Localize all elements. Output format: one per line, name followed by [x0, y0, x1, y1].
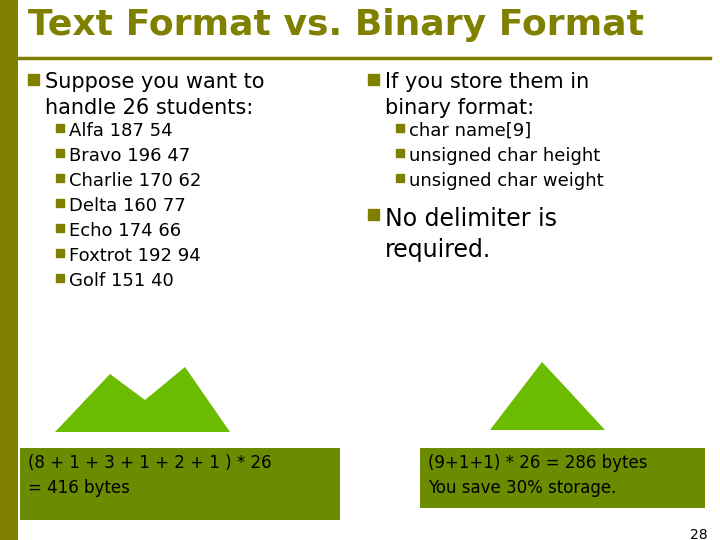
- Bar: [56, 274, 64, 282]
- Text: Text Format vs. Binary Format: Text Format vs. Binary Format: [28, 8, 644, 42]
- Bar: [56, 174, 64, 182]
- Bar: [56, 249, 64, 257]
- Text: unsigned char weight: unsigned char weight: [409, 172, 603, 190]
- Text: Delta 160 77: Delta 160 77: [69, 197, 186, 215]
- Bar: [420, 448, 705, 508]
- Bar: [0, 0, 18, 540]
- Bar: [56, 124, 64, 132]
- Text: Suppose you want to
handle 26 students:: Suppose you want to handle 26 students:: [45, 72, 264, 118]
- Bar: [396, 124, 404, 132]
- Bar: [56, 199, 64, 207]
- Text: Echo 174 66: Echo 174 66: [69, 222, 181, 240]
- Text: Golf 151 40: Golf 151 40: [69, 272, 174, 290]
- Bar: [368, 74, 379, 85]
- Text: char name[9]: char name[9]: [409, 122, 531, 140]
- Text: (8 + 1 + 3 + 1 + 2 + 1 ) * 26
= 416 bytes: (8 + 1 + 3 + 1 + 2 + 1 ) * 26 = 416 byte…: [28, 454, 271, 497]
- Text: 28: 28: [690, 528, 708, 540]
- Text: Foxtrot 192 94: Foxtrot 192 94: [69, 247, 201, 265]
- Text: (9+1+1) * 26 = 286 bytes
You save 30% storage.: (9+1+1) * 26 = 286 bytes You save 30% st…: [428, 454, 647, 497]
- Text: If you store them in
binary format:: If you store them in binary format:: [385, 72, 589, 118]
- Bar: [56, 224, 64, 232]
- Bar: [20, 448, 340, 520]
- Text: Alfa 187 54: Alfa 187 54: [69, 122, 173, 140]
- Bar: [396, 149, 404, 157]
- Bar: [56, 149, 64, 157]
- Text: unsigned char height: unsigned char height: [409, 147, 600, 165]
- Polygon shape: [55, 367, 230, 432]
- Text: No delimiter is
required.: No delimiter is required.: [385, 207, 557, 262]
- Polygon shape: [490, 362, 605, 430]
- Bar: [28, 74, 39, 85]
- Bar: [368, 209, 379, 220]
- Text: Charlie 170 62: Charlie 170 62: [69, 172, 202, 190]
- Text: Bravo 196 47: Bravo 196 47: [69, 147, 190, 165]
- Bar: [396, 174, 404, 182]
